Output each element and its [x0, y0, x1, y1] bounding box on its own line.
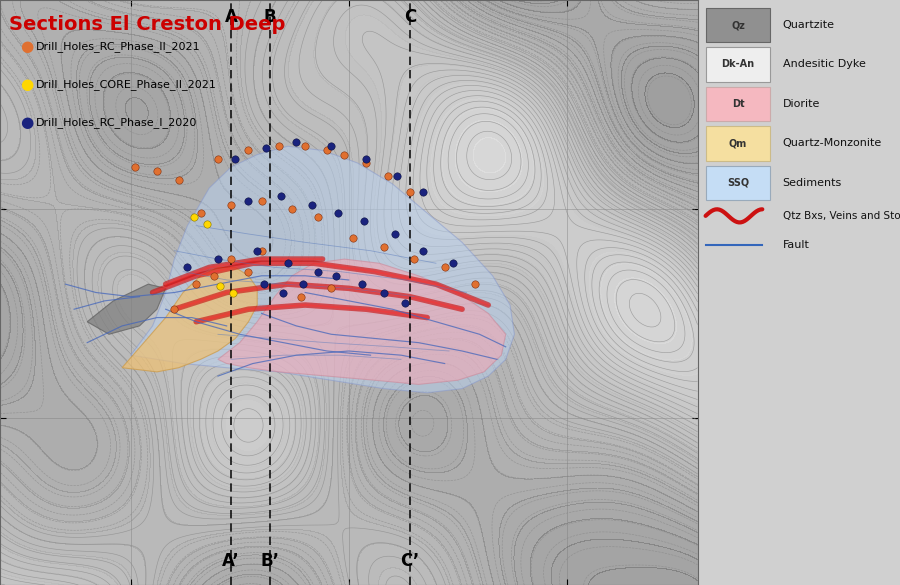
Point: [311, 267, 326, 276]
FancyBboxPatch shape: [706, 126, 770, 160]
Point: [446, 259, 461, 268]
Text: Qm: Qm: [729, 139, 747, 149]
Point: [172, 175, 186, 184]
Point: [346, 233, 360, 243]
Text: Quartzite: Quartzite: [782, 20, 834, 30]
Text: A: A: [225, 8, 238, 26]
Point: [304, 200, 319, 209]
Text: Drill_Holes_RC_Phase_I_2020: Drill_Holes_RC_Phase_I_2020: [36, 118, 197, 128]
Text: B: B: [264, 8, 276, 26]
Point: [320, 146, 334, 155]
FancyBboxPatch shape: [706, 87, 770, 121]
Text: ●: ●: [20, 115, 33, 130]
Point: [255, 246, 269, 256]
Point: [180, 263, 194, 272]
Point: [224, 254, 238, 264]
Point: [416, 246, 430, 256]
Point: [241, 196, 256, 205]
Point: [324, 284, 338, 293]
FancyBboxPatch shape: [706, 8, 770, 42]
Point: [381, 171, 395, 180]
Text: Sections El Creston Deep: Sections El Creston Deep: [9, 15, 285, 33]
Point: [128, 163, 142, 172]
Point: [330, 208, 345, 218]
Point: [355, 280, 369, 289]
Text: A’: A’: [222, 552, 240, 570]
Point: [285, 204, 300, 214]
Point: [356, 217, 371, 226]
Text: Quartz-Monzonite: Quartz-Monzonite: [782, 139, 882, 149]
FancyBboxPatch shape: [706, 166, 770, 200]
Point: [213, 281, 228, 291]
Text: ●: ●: [20, 39, 33, 54]
Text: Qtz Bxs, Veins and Stockworks: Qtz Bxs, Veins and Stockworks: [782, 211, 900, 221]
Polygon shape: [122, 267, 257, 372]
Point: [272, 142, 286, 151]
Point: [311, 212, 326, 222]
Point: [324, 142, 338, 151]
Point: [289, 137, 303, 147]
Point: [281, 259, 295, 268]
Point: [149, 167, 164, 176]
Point: [258, 144, 273, 153]
Point: [407, 254, 421, 264]
Point: [226, 288, 240, 297]
Point: [296, 280, 310, 289]
Point: [200, 219, 214, 228]
Point: [359, 159, 374, 168]
Text: Andesitic Dyke: Andesitic Dyke: [782, 60, 866, 70]
Point: [359, 154, 374, 163]
Point: [398, 298, 412, 308]
Text: Sediments: Sediments: [782, 178, 842, 188]
Text: Drill_Holes_CORE_Phase_II_2021: Drill_Holes_CORE_Phase_II_2021: [36, 80, 217, 90]
FancyBboxPatch shape: [706, 47, 770, 82]
Point: [376, 288, 391, 297]
Point: [437, 263, 452, 272]
Text: Qz: Qz: [731, 20, 745, 30]
Point: [189, 280, 203, 289]
Point: [255, 196, 269, 205]
Point: [211, 154, 225, 163]
Point: [229, 154, 243, 163]
Polygon shape: [87, 284, 166, 334]
Point: [187, 212, 202, 222]
Text: ●: ●: [20, 77, 33, 92]
Text: Dk-An: Dk-An: [722, 60, 754, 70]
Point: [298, 142, 312, 151]
Point: [416, 188, 430, 197]
Text: Dt: Dt: [732, 99, 744, 109]
Point: [167, 305, 182, 314]
Point: [274, 192, 288, 201]
Text: Drill_Holes_RC_Phase_II_2021: Drill_Holes_RC_Phase_II_2021: [36, 42, 201, 52]
Point: [241, 146, 256, 155]
Polygon shape: [130, 146, 515, 393]
Point: [211, 254, 225, 264]
Text: SSQ: SSQ: [727, 178, 749, 188]
Text: Fault: Fault: [782, 240, 809, 250]
Point: [376, 242, 391, 251]
Point: [328, 271, 343, 280]
Polygon shape: [218, 259, 506, 384]
Point: [390, 171, 404, 180]
Point: [293, 292, 308, 301]
Point: [206, 271, 220, 280]
Text: Diorite: Diorite: [782, 99, 820, 109]
Text: B’: B’: [261, 552, 280, 570]
Point: [250, 246, 265, 256]
Point: [256, 280, 271, 289]
Text: C’: C’: [400, 552, 419, 570]
Point: [276, 288, 291, 297]
Text: C: C: [404, 8, 416, 26]
Point: [468, 280, 482, 289]
Point: [224, 200, 238, 209]
Point: [402, 188, 417, 197]
Point: [387, 229, 401, 239]
Point: [194, 208, 208, 218]
Point: [338, 150, 352, 159]
Point: [241, 267, 256, 276]
